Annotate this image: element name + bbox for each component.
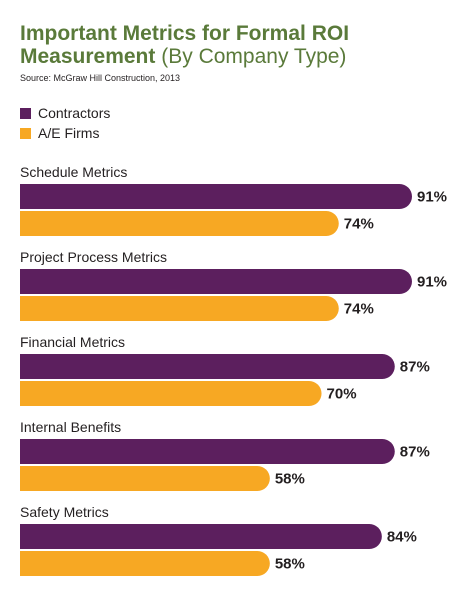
category-label-safety-metrics: Safety Metrics <box>20 504 109 520</box>
value-label-a-e-firms-internal-benefits: 58% <box>275 471 305 488</box>
legend-swatch-ae-firms <box>20 127 31 139</box>
value-label-contractors-safety-metrics: 84% <box>387 529 417 546</box>
bar-contractors-project-process-metrics <box>20 269 412 294</box>
bar-a-e-firms-financial-metrics <box>20 381 322 406</box>
bar-a-e-firms-schedule-metrics <box>20 211 339 236</box>
value-label-contractors-schedule-metrics: 91% <box>417 189 447 206</box>
value-label-a-e-firms-schedule-metrics: 74% <box>344 216 374 233</box>
category-label-schedule-metrics: Schedule Metrics <box>20 164 127 180</box>
bar-contractors-safety-metrics <box>20 524 382 549</box>
legend-item-contractors: Contractors <box>20 103 110 123</box>
title-bold-line2: Measurement <box>20 45 156 68</box>
bar-a-e-firms-safety-metrics <box>20 551 270 576</box>
bar-a-e-firms-project-process-metrics <box>20 296 339 321</box>
bar-contractors-schedule-metrics <box>20 184 412 209</box>
bar-contractors-financial-metrics <box>20 354 395 379</box>
legend-label-ae-firms: A/E Firms <box>38 125 100 141</box>
value-label-contractors-project-process-metrics: 91% <box>417 274 447 291</box>
source-note: Source: McGraw Hill Construction, 2013 <box>20 73 181 83</box>
value-label-contractors-internal-benefits: 87% <box>400 444 430 461</box>
legend: Contractors A/E Firms <box>20 103 110 143</box>
value-label-a-e-firms-safety-metrics: 58% <box>275 556 305 573</box>
bar-contractors-internal-benefits <box>20 439 395 464</box>
category-label-financial-metrics: Financial Metrics <box>20 334 125 350</box>
legend-label-contractors: Contractors <box>38 105 111 121</box>
bar-a-e-firms-internal-benefits <box>20 466 270 491</box>
title-subtitle: (By Company Type) <box>161 45 347 68</box>
chart-title: Important Metrics for Formal ROI Measure… <box>20 22 440 68</box>
value-label-contractors-financial-metrics: 87% <box>400 359 430 376</box>
value-label-a-e-firms-project-process-metrics: 74% <box>344 301 374 318</box>
legend-item-ae-firms: A/E Firms <box>20 123 110 143</box>
category-label-project-process-metrics: Project Process Metrics <box>20 249 167 265</box>
legend-swatch-contractors <box>20 107 31 119</box>
category-label-internal-benefits: Internal Benefits <box>20 419 121 435</box>
value-label-a-e-firms-financial-metrics: 70% <box>327 386 357 403</box>
title-bold-line1: Important Metrics for Formal ROI <box>20 22 350 45</box>
